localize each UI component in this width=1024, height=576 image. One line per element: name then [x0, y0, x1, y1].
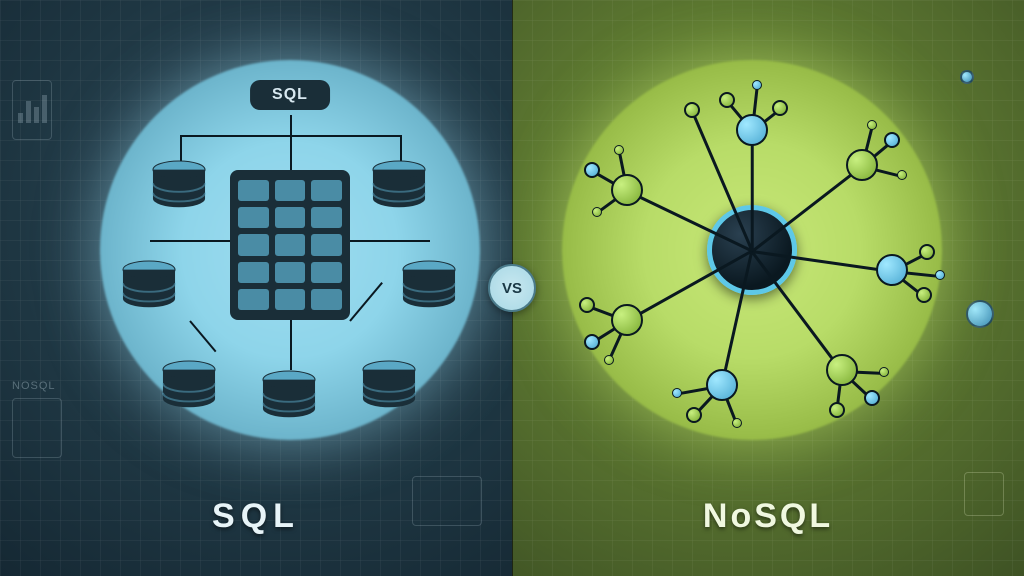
network-node — [611, 304, 643, 336]
sql-badge: SQL — [250, 80, 330, 110]
network-edge — [751, 131, 754, 251]
network-node — [879, 367, 889, 377]
connector-line — [189, 320, 216, 352]
network-node — [864, 390, 880, 406]
deco-box — [12, 398, 62, 458]
network-node — [706, 369, 738, 401]
connector-line — [150, 240, 230, 242]
db-cylinder-icon — [150, 160, 208, 214]
network-node — [592, 207, 602, 217]
network-node — [686, 407, 702, 423]
network-node — [719, 92, 735, 108]
network-edge — [751, 251, 843, 373]
db-cylinder-icon — [260, 370, 318, 424]
connector-line — [349, 282, 383, 322]
network-node — [826, 354, 858, 386]
connector-line — [290, 320, 292, 370]
deco-nosql-label: NOSQL — [12, 380, 56, 392]
nosql-diagram — [572, 70, 932, 430]
network-node — [579, 297, 595, 313]
db-cylinder-icon — [360, 360, 418, 414]
deco-orb-icon — [960, 70, 974, 84]
network-node — [846, 149, 878, 181]
network-node — [876, 254, 908, 286]
network-node — [897, 170, 907, 180]
db-cylinder-icon — [160, 360, 218, 414]
network-node — [584, 334, 600, 350]
vs-badge: VS — [488, 264, 536, 312]
deco-bars-icon — [18, 95, 47, 123]
sql-panel: NOSQL SQL SQL — [0, 0, 512, 576]
db-cylinder-icon — [370, 160, 428, 214]
network-node — [684, 102, 700, 118]
sql-diagram: SQL — [120, 80, 460, 420]
connector-line — [350, 240, 430, 242]
network-node — [672, 388, 682, 398]
network-node — [867, 120, 877, 130]
network-node — [752, 80, 762, 90]
network-node — [584, 162, 600, 178]
connector-line — [180, 135, 400, 137]
network-node — [614, 145, 624, 155]
network-node — [604, 355, 614, 365]
network-node — [919, 244, 935, 260]
nosql-title: NoSQL — [703, 497, 833, 536]
network-node — [732, 418, 742, 428]
deco-grid-icon — [412, 476, 482, 526]
deco-box — [964, 472, 1004, 516]
network-node — [736, 114, 768, 146]
network-node — [884, 132, 900, 148]
db-table-icon — [230, 170, 350, 320]
network-node — [772, 100, 788, 116]
sql-title: SQL — [212, 497, 300, 536]
network-node — [935, 270, 945, 280]
nosql-panel: NoSQL — [512, 0, 1024, 576]
connector-line — [290, 115, 292, 170]
db-cylinder-icon — [400, 260, 458, 314]
deco-orb-icon — [966, 300, 994, 328]
network-node — [611, 174, 643, 206]
network-node — [916, 287, 932, 303]
db-cylinder-icon — [120, 260, 178, 314]
network-node — [829, 402, 845, 418]
